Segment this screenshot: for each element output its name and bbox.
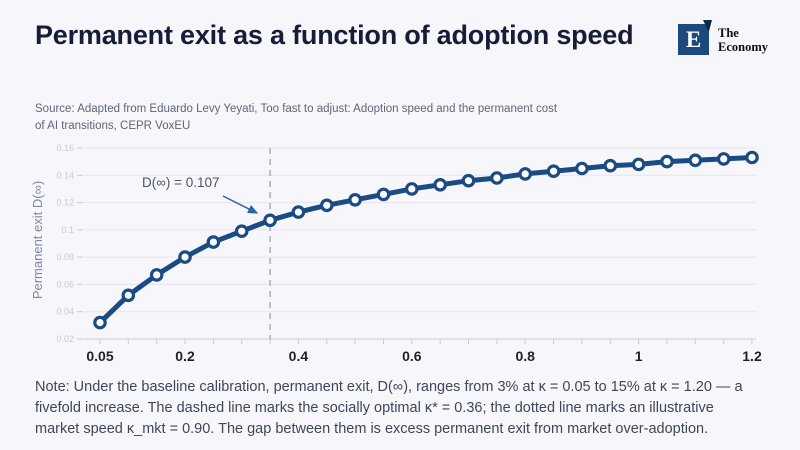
data-point-marker <box>631 157 646 172</box>
note-line: fivefold increase. The dashed line marks… <box>35 400 714 416</box>
data-point-marker <box>178 250 192 264</box>
data-point-marker <box>376 187 391 202</box>
y-tick-label: 0.16 <box>56 143 74 153</box>
logo-wordmark: The Economy <box>718 24 768 54</box>
source-line: of AI transitions, CEPR VoxEU <box>35 120 191 132</box>
logo-flag-icon <box>703 20 712 32</box>
y-tick-label: 0.04 <box>56 307 74 317</box>
data-point-marker <box>603 158 618 173</box>
data-point-marker <box>319 198 334 213</box>
y-tick-label: 0.14 <box>56 170 74 180</box>
data-point-marker <box>121 288 136 303</box>
x-tick-label: 0.2 <box>175 348 195 364</box>
y-tick-label: 0.06 <box>56 279 74 289</box>
source-line: Source: Adapted from Eduardo Levy Yeyati… <box>35 103 558 115</box>
annotation-label: D(∞) = 0.107 <box>142 175 220 190</box>
x-tick-label: 0.8 <box>515 348 535 364</box>
y-tick-label: 0.1 <box>61 225 74 235</box>
data-point-marker <box>348 192 362 207</box>
x-tick-label: 0.4 <box>289 348 309 364</box>
adoption-speed-exit-chart: 0.02 0.04 0.06 0.08 0.1 0.12 0.14 0.16 0.05 0.2 0.… <box>30 143 762 364</box>
x-tick-label: 1.2 <box>742 348 762 364</box>
logo-word-line1: The <box>718 26 739 40</box>
x-tick-label: 0.05 <box>86 348 113 364</box>
data-point-marker <box>149 268 164 282</box>
data-point-marker <box>206 235 221 249</box>
data-point-marker <box>716 152 731 166</box>
data-point-marker <box>433 177 447 192</box>
x-tick-label: 1 <box>635 348 643 364</box>
data-point-marker <box>461 173 476 188</box>
annotation-arrow <box>222 195 259 214</box>
note-line: Note: Under the baseline calibration, pe… <box>35 379 743 395</box>
data-point-marker <box>745 150 759 165</box>
data-point-marker <box>546 164 561 178</box>
y-tick-label: 0.12 <box>56 198 74 208</box>
note-line: market speed κ_mkt = 0.90. The gap betwe… <box>35 421 709 437</box>
y-axis-title: Permanent exit D(∞) <box>30 181 45 299</box>
logo-mark: E <box>678 20 712 55</box>
y-tick-label: 0.08 <box>56 252 74 262</box>
page-title: Permanent exit as a function of adoption… <box>35 20 634 50</box>
logo-word-line2: Economy <box>718 40 768 54</box>
data-point-marker <box>660 154 674 169</box>
y-tick-label: 0.02 <box>56 334 74 344</box>
x-tick-label: 0.6 <box>402 348 422 364</box>
the-economy-logo: E The Economy <box>678 20 768 55</box>
data-point-marker <box>490 171 504 185</box>
data-point-marker <box>575 161 589 176</box>
data-point-marker <box>93 315 107 330</box>
data-point-marker <box>518 167 532 181</box>
data-point-marker <box>404 182 419 196</box>
data-point-marker <box>263 213 277 228</box>
logo-letter: E <box>685 27 702 52</box>
data-point-marker <box>234 224 249 238</box>
note-caption: Note: Under the baseline calibration, pe… <box>35 377 743 440</box>
data-point-marker <box>688 153 703 168</box>
data-point-marker <box>291 205 306 219</box>
source-caption: Source: Adapted from Eduardo Levy Yeyati… <box>35 101 557 135</box>
